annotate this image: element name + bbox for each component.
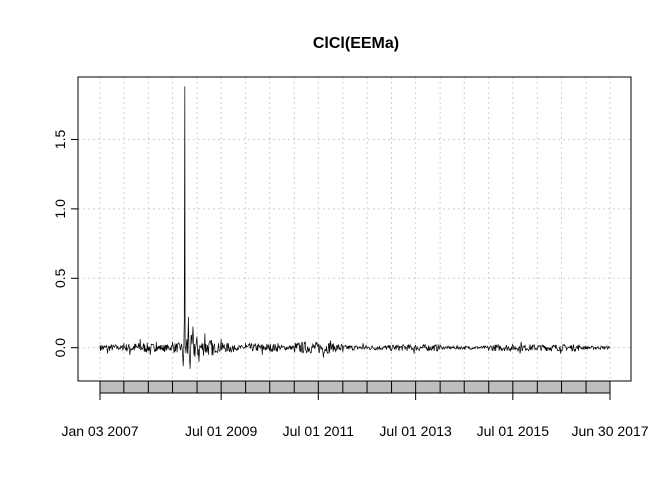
data-point <box>322 357 324 358</box>
data-point <box>578 344 580 346</box>
y-tick-label: 1.5 <box>52 130 68 150</box>
x-tick-label: Jul 01 2009 <box>185 423 258 439</box>
data-point <box>182 355 184 357</box>
data-point <box>413 352 415 354</box>
data-point <box>107 352 108 354</box>
data-point <box>189 368 191 369</box>
data-point <box>204 333 206 335</box>
data-point <box>129 354 131 356</box>
data-point <box>139 338 141 340</box>
data-point <box>488 350 490 351</box>
data-point <box>99 345 101 347</box>
x-axis: Jan 03 2007 Jul 01 2009 Jul 01 2011 Jul 01 … <box>61 393 649 439</box>
data-point <box>212 354 214 356</box>
x-axis-band <box>99 381 611 394</box>
x-tick-label: Jul 01 2011 <box>283 423 355 439</box>
x-tick-label: Jun 30 2017 <box>571 423 648 439</box>
data-point <box>185 347 186 349</box>
data-point <box>342 351 344 353</box>
data-point <box>232 351 234 353</box>
grid <box>78 77 631 381</box>
plot-frame <box>77 76 632 382</box>
x-tick-label: Jul 01 2013 <box>379 423 452 439</box>
data-point <box>123 343 125 344</box>
data-point <box>164 351 165 353</box>
data-point <box>192 326 194 328</box>
series <box>99 86 611 369</box>
data-point <box>115 344 117 346</box>
data-point <box>277 343 279 344</box>
data-point <box>184 86 186 88</box>
x-tick-label: Jul 01 2015 <box>477 423 550 439</box>
data-point <box>220 338 222 340</box>
data-point <box>439 344 441 346</box>
data-point <box>330 340 331 342</box>
data-point <box>172 341 173 343</box>
data-point <box>261 354 263 356</box>
y-tick-label: 1.0 <box>52 199 68 219</box>
x-axis-strip <box>100 381 610 393</box>
y-tick-label: 0.0 <box>52 338 68 358</box>
chart-title: ClCl(EEMa) <box>313 35 399 52</box>
series-line <box>99 86 611 369</box>
data-point <box>362 343 364 344</box>
data-point <box>198 361 200 362</box>
data-point <box>155 341 157 343</box>
data-point <box>293 350 295 351</box>
data-point <box>391 350 392 351</box>
data-point <box>520 341 522 343</box>
data-point <box>519 352 521 354</box>
data-point <box>245 343 247 344</box>
y-axis: 0.0 0.5 1.0 1.5 <box>52 130 78 358</box>
data-point <box>560 352 562 354</box>
x-tick-label: Jan 03 2007 <box>61 423 138 439</box>
data-point <box>609 347 611 349</box>
y-tick-label: 0.5 <box>52 268 68 288</box>
data-point <box>187 316 189 318</box>
data-point <box>149 354 151 356</box>
